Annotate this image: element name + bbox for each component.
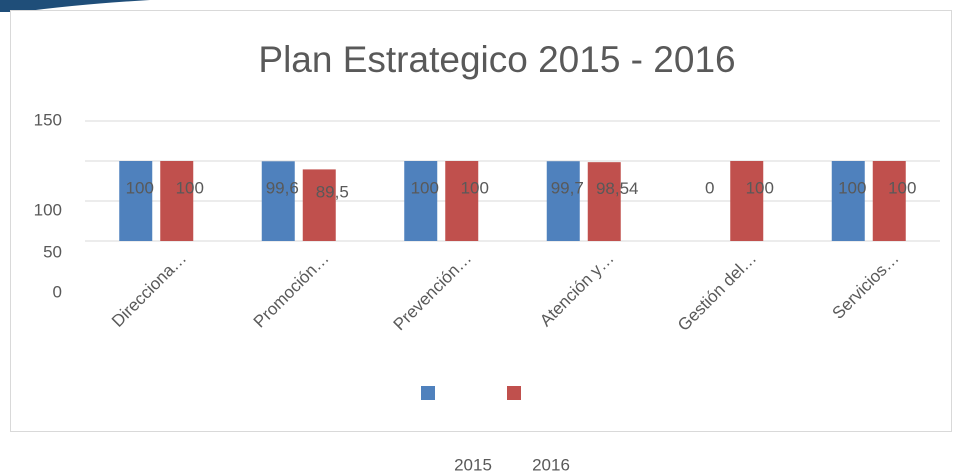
bar	[302, 169, 336, 241]
data-label: 100	[126, 178, 154, 197]
data-label: 98,54	[596, 179, 639, 198]
data-label: 99,7	[551, 179, 584, 198]
bar	[445, 161, 479, 241]
legend-swatch	[421, 386, 435, 400]
data-label: 100	[411, 178, 439, 197]
bar	[587, 162, 621, 241]
data-label: 100	[746, 178, 774, 197]
data-label: 100	[838, 178, 866, 197]
data-label: 100	[888, 178, 916, 197]
y-tick-label: 50	[43, 242, 62, 261]
data-label: 100	[176, 178, 204, 197]
bar	[119, 161, 153, 241]
bar	[404, 161, 438, 241]
y-tick-label: 150	[34, 110, 62, 129]
chart-title: Plan Estrategico 2015 - 2016	[258, 39, 735, 80]
y-tick-label: 100	[34, 200, 62, 219]
data-label: 99,6	[266, 179, 299, 198]
legend-label: 2016	[532, 455, 570, 474]
data-label: 0	[705, 178, 714, 197]
data-label: 100	[461, 178, 489, 197]
y-tick-label: 0	[53, 282, 62, 301]
corner-decoration	[0, 0, 150, 12]
legend-label: 2015	[454, 455, 492, 474]
data-label: 89,5	[316, 183, 349, 202]
bar	[261, 161, 295, 241]
bar	[160, 161, 194, 241]
bar	[730, 161, 764, 241]
bar	[546, 161, 580, 241]
legend-swatch	[507, 386, 521, 400]
bar	[831, 161, 865, 241]
bar	[872, 161, 906, 241]
